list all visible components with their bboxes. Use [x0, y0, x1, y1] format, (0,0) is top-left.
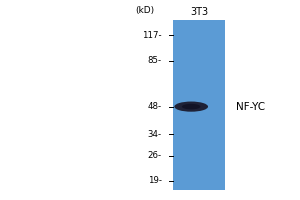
Ellipse shape: [182, 104, 200, 109]
Text: 117-: 117-: [142, 31, 161, 40]
Text: 3T3: 3T3: [190, 7, 208, 17]
Text: 48-: 48-: [147, 102, 161, 111]
Text: 34-: 34-: [147, 130, 161, 139]
Text: 19-: 19-: [148, 176, 161, 185]
Text: 85-: 85-: [147, 56, 161, 65]
Text: 26-: 26-: [147, 151, 161, 160]
Ellipse shape: [174, 102, 208, 112]
Text: NF-YC: NF-YC: [236, 102, 266, 112]
Bar: [173, 20, 225, 190]
Text: (kD): (kD): [136, 6, 155, 15]
